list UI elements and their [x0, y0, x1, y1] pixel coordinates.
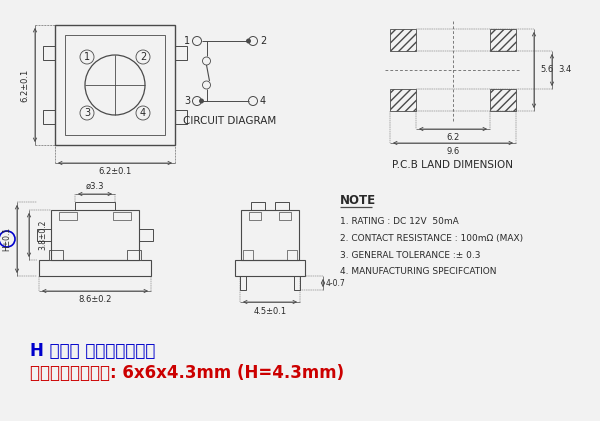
Text: NOTE: NOTE: [340, 195, 376, 208]
Text: P.C.B LAND DIMENSION: P.C.B LAND DIMENSION: [392, 160, 514, 170]
Text: 3.8±0.2: 3.8±0.2: [38, 220, 47, 250]
Text: 2. CONTACT RESISTANCE : 100mΩ (MAX): 2. CONTACT RESISTANCE : 100mΩ (MAX): [340, 234, 523, 242]
Bar: [490, 29, 516, 51]
Text: 8.6±0.2: 8.6±0.2: [79, 296, 112, 304]
Bar: [275, 202, 289, 210]
Text: 6.2±0.1: 6.2±0.1: [98, 168, 131, 176]
Text: 6.2: 6.2: [446, 133, 460, 142]
Bar: [51, 210, 139, 260]
Bar: [235, 260, 305, 276]
Text: 2: 2: [140, 52, 146, 62]
Bar: [490, 89, 516, 111]
Text: 3. GENERAL TOLERANCE :± 0.3: 3. GENERAL TOLERANCE :± 0.3: [340, 250, 481, 259]
Text: CIRCUIT DIAGRAM: CIRCUIT DIAGRAM: [184, 116, 277, 126]
Text: 4.5±0.1: 4.5±0.1: [253, 306, 287, 315]
Bar: [43, 110, 55, 124]
Bar: [249, 212, 261, 220]
Bar: [294, 276, 300, 290]
Text: ø3.3: ø3.3: [86, 181, 104, 190]
Text: 1: 1: [84, 52, 90, 62]
Text: 4-0.7: 4-0.7: [325, 279, 345, 288]
Bar: [390, 89, 416, 111]
Bar: [75, 202, 115, 210]
Text: 3: 3: [84, 108, 90, 118]
Bar: [113, 212, 131, 220]
Bar: [127, 250, 141, 260]
Text: 4. MANUFACTURING SPECIFCATION: 4. MANUFACTURING SPECIFCATION: [340, 267, 497, 277]
Text: 4: 4: [260, 96, 266, 106]
Text: 9.6: 9.6: [446, 147, 460, 157]
Bar: [241, 210, 299, 260]
Text: H คือ ความสูง: H คือ ความสูง: [30, 342, 155, 360]
Bar: [139, 229, 153, 241]
Text: ตัวอย่าง: 6x6x4.3mm (H=4.3mm): ตัวอย่าง: 6x6x4.3mm (H=4.3mm): [30, 364, 344, 382]
Text: 4: 4: [140, 108, 146, 118]
Bar: [59, 212, 77, 220]
Bar: [37, 229, 51, 241]
Text: 6.2±0.1: 6.2±0.1: [20, 68, 29, 101]
Text: 1. RATING : DC 12V  50mA: 1. RATING : DC 12V 50mA: [340, 216, 459, 226]
Bar: [390, 29, 416, 51]
Text: 1: 1: [184, 36, 190, 46]
Text: H±0.1: H±0.1: [2, 227, 11, 251]
Bar: [65, 35, 165, 135]
Bar: [49, 250, 63, 260]
Text: 2: 2: [260, 36, 266, 46]
Bar: [287, 250, 297, 260]
Bar: [240, 276, 246, 290]
Bar: [243, 250, 253, 260]
Text: 5.6: 5.6: [541, 66, 554, 75]
Bar: [43, 46, 55, 60]
Bar: [55, 25, 175, 145]
Bar: [251, 202, 265, 210]
Text: 3: 3: [184, 96, 190, 106]
Bar: [175, 110, 187, 124]
Circle shape: [199, 99, 204, 104]
Bar: [279, 212, 291, 220]
Text: 3.4: 3.4: [559, 66, 572, 75]
Bar: [39, 260, 151, 276]
Bar: [175, 46, 187, 60]
Circle shape: [246, 38, 251, 43]
